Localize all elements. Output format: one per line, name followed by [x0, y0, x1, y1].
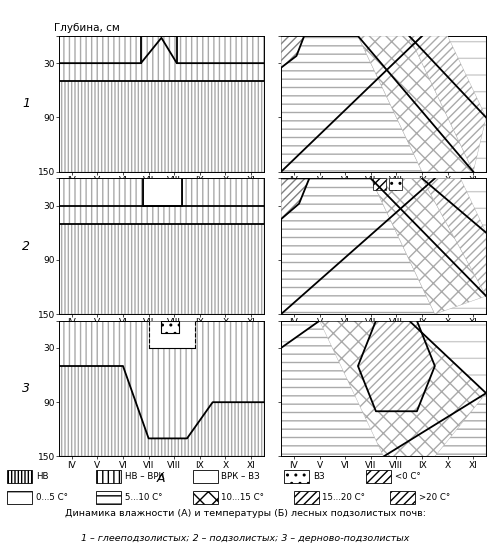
Text: ВРК – ВЗ: ВРК – ВЗ [221, 472, 260, 481]
Polygon shape [59, 321, 264, 438]
Text: <0 С°: <0 С° [395, 472, 420, 481]
Text: 5...10 С°: 5...10 С° [125, 493, 163, 502]
Polygon shape [281, 36, 304, 68]
Text: 0...5 С°: 0...5 С° [36, 493, 68, 502]
Polygon shape [358, 321, 435, 411]
Polygon shape [320, 321, 486, 456]
Text: 10...15 С°: 10...15 С° [221, 493, 265, 502]
Polygon shape [371, 178, 486, 314]
Text: 15...20 С°: 15...20 С° [323, 493, 365, 502]
Bar [284, 470, 309, 483]
Bar [294, 491, 319, 504]
Text: НВ – ВРК: НВ – ВРК [125, 472, 165, 481]
Polygon shape [59, 36, 264, 81]
Bar [366, 470, 391, 483]
Text: 1: 1 [22, 98, 30, 110]
Bar [7, 470, 32, 483]
Bar [192, 491, 218, 504]
Bar [96, 470, 121, 483]
Text: 1 – глееподзолистых; 2 – подзолистых; 3 – дерново-подзолистых: 1 – глееподзолистых; 2 – подзолистых; 3 … [82, 534, 409, 543]
Text: 3: 3 [22, 382, 30, 395]
Text: Динамика влажности (А) и температуры (Б) лесных подзолистых почв:: Динамика влажности (А) и температуры (Б)… [65, 509, 426, 518]
X-axis label: Б: Б [379, 473, 388, 485]
Polygon shape [281, 178, 309, 219]
Polygon shape [59, 178, 264, 224]
Bar [192, 470, 218, 483]
Polygon shape [422, 178, 486, 296]
Text: >20 С°: >20 С° [419, 493, 450, 502]
Bar [7, 491, 32, 504]
Polygon shape [409, 36, 486, 172]
Text: ВЗ: ВЗ [313, 472, 325, 481]
Polygon shape [143, 178, 182, 206]
Polygon shape [149, 321, 195, 348]
Polygon shape [373, 178, 386, 190]
X-axis label: А: А [157, 473, 165, 485]
Text: 2: 2 [22, 240, 30, 253]
Text: НВ: НВ [36, 472, 49, 481]
Text: Глубина, см: Глубина, см [54, 23, 120, 33]
Polygon shape [162, 321, 179, 332]
Polygon shape [281, 36, 422, 172]
Polygon shape [281, 321, 486, 456]
Bar [96, 491, 121, 504]
Polygon shape [389, 178, 402, 190]
Polygon shape [358, 36, 473, 172]
Polygon shape [281, 178, 435, 314]
Bar [390, 491, 415, 504]
